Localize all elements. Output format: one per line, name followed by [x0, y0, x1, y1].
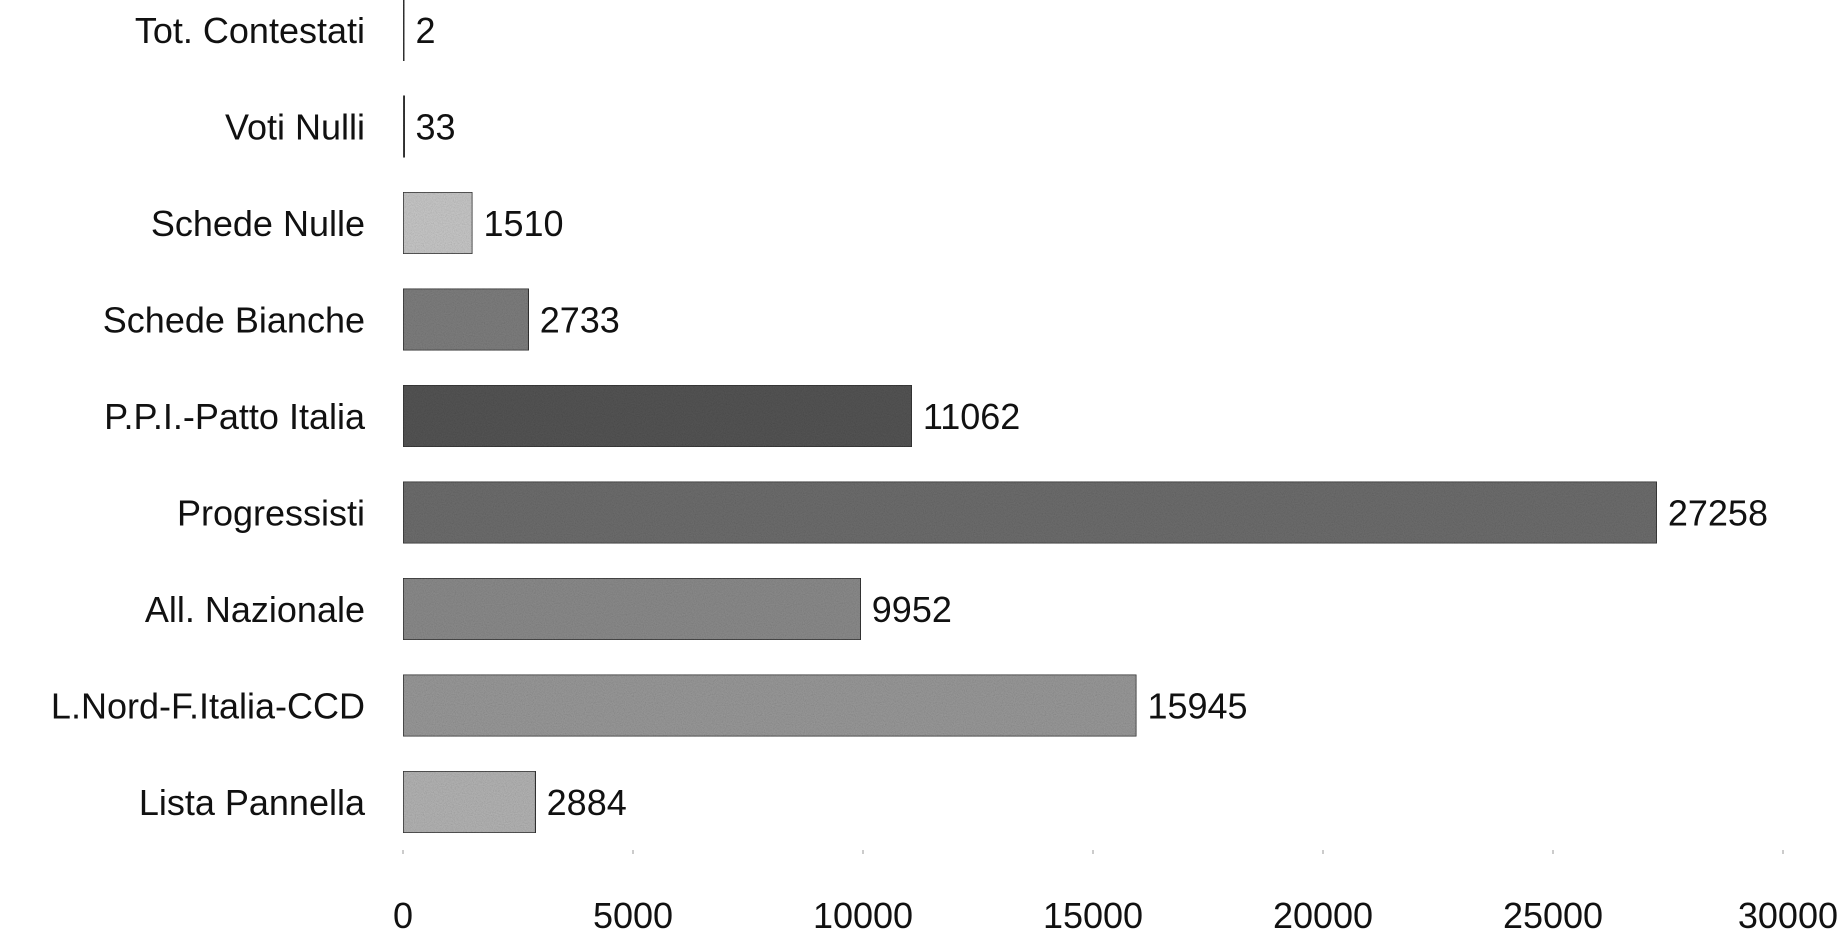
value-label: 9952 [872, 589, 952, 630]
bar [402, 0, 406, 62]
bar [402, 287, 530, 352]
value-label: 1510 [483, 203, 563, 244]
value-label: 2 [416, 10, 436, 51]
bar [402, 94, 406, 159]
category-label: Tot. Contestati [135, 10, 365, 51]
x-axis: 0 5000 10000 15000 20000 25000 30000 [393, 850, 1838, 932]
labels-layer: Tot. Contestati 2 Voti Nulli 33 Schede Nulle… [51, 10, 1768, 823]
category-label: Lista Pannella [139, 782, 366, 823]
category-label: Schede Bianche [103, 300, 365, 341]
x-tick-label: 0 [393, 895, 413, 932]
bars-layer [402, 0, 1658, 834]
x-tick-label: 5000 [593, 895, 673, 932]
x-tick-label: 20000 [1273, 895, 1373, 932]
category-label: Voti Nulli [225, 107, 365, 148]
category-label: Progressisti [177, 493, 365, 534]
x-tick-label: 25000 [1503, 895, 1603, 932]
bar [402, 191, 474, 255]
category-label: P.P.I.-Patto Italia [104, 396, 366, 437]
bar [402, 673, 1138, 738]
category-label: Schede Nulle [151, 203, 365, 244]
value-label: 2884 [547, 782, 627, 823]
bar [402, 384, 913, 448]
bar [402, 770, 537, 834]
category-label: L.Nord-F.Italia-CCD [51, 686, 365, 727]
value-label: 15945 [1147, 686, 1247, 727]
value-label: 11062 [923, 396, 1020, 437]
x-tick-label: 15000 [1043, 895, 1143, 932]
x-tick-label: 30000 [1738, 895, 1838, 932]
bar [402, 480, 1658, 545]
bar [402, 577, 862, 641]
x-tick-label: 10000 [813, 895, 913, 932]
value-label: 33 [416, 107, 456, 148]
value-label: 2733 [540, 300, 620, 341]
category-label: All. Nazionale [145, 589, 365, 630]
value-label: 27258 [1668, 493, 1768, 534]
